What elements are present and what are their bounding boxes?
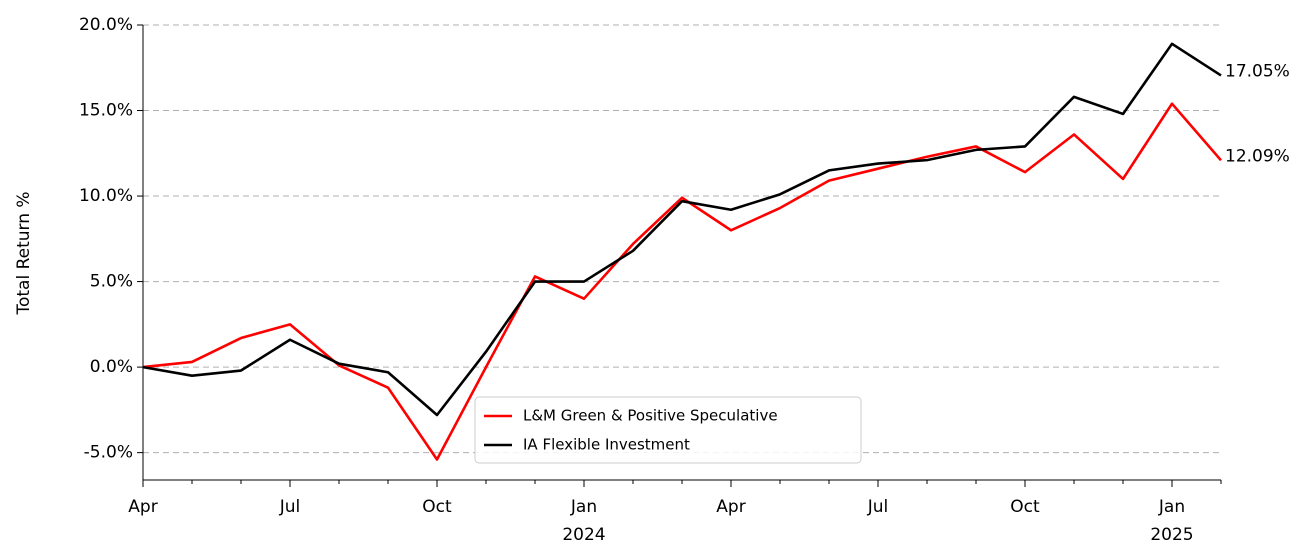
x-year-label: 2024 — [562, 525, 605, 543]
x-tick-label: Oct — [422, 497, 452, 517]
y-tick-label: 0.0% — [90, 357, 133, 377]
line — [142, 42, 1222, 417]
x-tick-label: Jul — [279, 497, 301, 517]
y-tick-label: 20.0% — [79, 15, 133, 35]
x-year-label: 2025 — [1150, 525, 1193, 543]
y-tick-label: 15.0% — [79, 101, 133, 121]
y-axis-label: Total Return % — [14, 191, 34, 315]
y-tick-label: 10.0% — [79, 186, 133, 206]
x-tick-label: Jan — [570, 497, 597, 517]
legend-label: L&M Green & Positive Speculative — [523, 407, 778, 425]
x-tick-label: Jul — [867, 497, 889, 517]
x-tick-label: Oct — [1010, 497, 1040, 517]
value-label: 17.05% — [1225, 61, 1290, 81]
x-tick-label: Apr — [716, 497, 745, 517]
y-tick-label: 5.0% — [90, 272, 133, 292]
line — [142, 102, 1222, 461]
x-tick-label: Apr — [128, 497, 157, 517]
value-label: 12.09% — [1225, 146, 1290, 166]
legend-box — [474, 396, 862, 464]
y-tick-label: -5.0% — [84, 443, 133, 463]
x-tick-label: Jan — [1158, 497, 1185, 517]
legend-label: IA Flexible Investment — [523, 436, 690, 454]
